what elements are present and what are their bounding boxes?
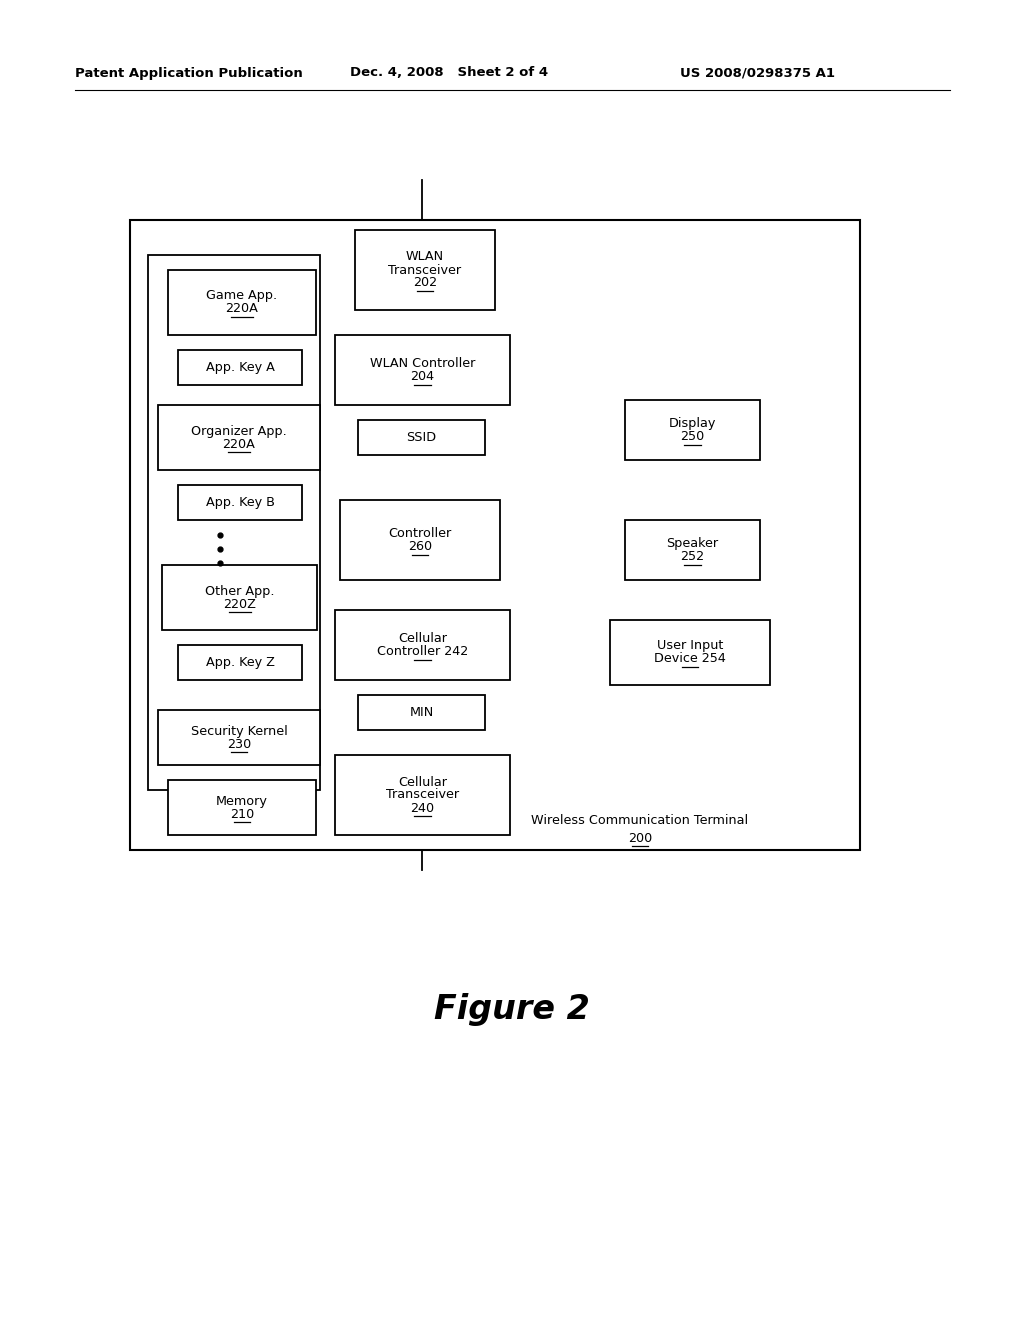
Bar	[178, 645, 302, 680]
Bar	[625, 400, 760, 459]
Text: Speaker: Speaker	[667, 537, 719, 550]
Text: 260: 260	[408, 540, 432, 553]
Bar	[168, 271, 316, 335]
Bar	[335, 335, 510, 405]
Text: Figure 2: Figure 2	[434, 994, 590, 1027]
Text: Controller: Controller	[388, 527, 452, 540]
Text: MIN: MIN	[410, 706, 433, 719]
Bar	[610, 620, 770, 685]
Text: 200: 200	[628, 832, 652, 845]
Text: Other App.: Other App.	[205, 585, 274, 598]
Bar	[158, 710, 319, 766]
Text: App. Key A: App. Key A	[206, 360, 274, 374]
Text: App. Key B: App. Key B	[206, 496, 274, 510]
Text: 240: 240	[411, 801, 434, 814]
Bar	[358, 696, 485, 730]
Bar	[158, 405, 319, 470]
Text: Cellular: Cellular	[398, 776, 447, 788]
Bar	[335, 610, 510, 680]
Bar	[148, 255, 319, 789]
Text: WLAN: WLAN	[406, 251, 444, 264]
Bar	[168, 780, 316, 836]
Text: Organizer App.: Organizer App.	[191, 425, 287, 437]
Text: 210: 210	[229, 808, 254, 821]
Text: 204: 204	[411, 370, 434, 383]
Bar	[130, 220, 860, 850]
Text: 202: 202	[413, 276, 437, 289]
Text: Game App.: Game App.	[207, 289, 278, 302]
Text: Transceiver: Transceiver	[386, 788, 459, 801]
Bar	[358, 420, 485, 455]
Text: Controller 242: Controller 242	[377, 645, 468, 657]
Bar	[340, 500, 500, 579]
Text: Wireless Communication Terminal: Wireless Communication Terminal	[531, 813, 749, 826]
Bar	[178, 350, 302, 385]
Text: 252: 252	[680, 550, 705, 564]
Text: 250: 250	[680, 430, 705, 444]
Text: Device 254: Device 254	[654, 652, 726, 665]
Text: 220Z: 220Z	[223, 598, 256, 610]
Text: User Input: User Input	[656, 639, 723, 652]
Text: Cellular: Cellular	[398, 632, 447, 645]
Bar	[178, 484, 302, 520]
Text: US 2008/0298375 A1: US 2008/0298375 A1	[680, 66, 835, 79]
Text: Security Kernel: Security Kernel	[190, 725, 288, 738]
Text: Patent Application Publication: Patent Application Publication	[75, 66, 303, 79]
Bar	[625, 520, 760, 579]
Bar	[162, 565, 317, 630]
Text: WLAN Controller: WLAN Controller	[370, 356, 475, 370]
Text: Dec. 4, 2008   Sheet 2 of 4: Dec. 4, 2008 Sheet 2 of 4	[350, 66, 548, 79]
Text: Memory: Memory	[216, 795, 268, 808]
Text: SSID: SSID	[407, 432, 436, 444]
Bar	[355, 230, 495, 310]
Text: 220A: 220A	[225, 302, 258, 315]
Text: 220A: 220A	[222, 437, 255, 450]
Text: Display: Display	[669, 417, 716, 430]
Text: App. Key Z: App. Key Z	[206, 656, 274, 669]
Text: 230: 230	[227, 738, 251, 751]
Bar	[335, 755, 510, 836]
Text: Transceiver: Transceiver	[388, 264, 462, 276]
